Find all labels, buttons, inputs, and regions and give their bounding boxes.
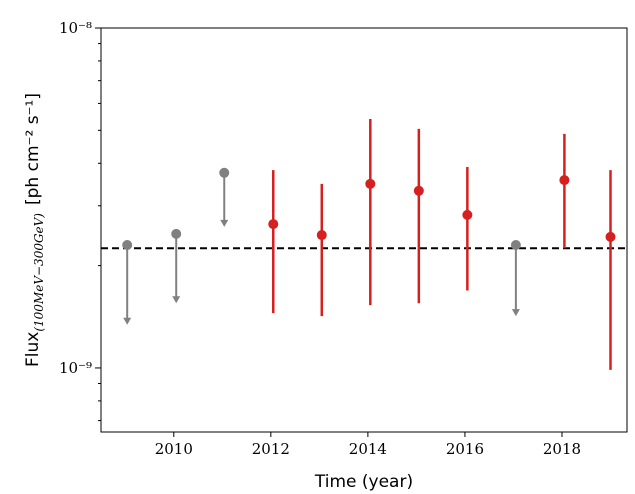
detection-point [365,178,376,189]
y-label-main: Flux [23,332,43,367]
upper-limit-point [171,228,182,239]
detection-point [462,209,473,220]
upper-limit-point [122,239,133,250]
y-tick-label: 10⁻⁸ [59,19,92,37]
upper-limit-arrowhead [123,317,132,325]
detection-point [605,231,616,242]
x-tick-label: 2012 [252,440,290,458]
upper-limit-point [219,167,230,178]
detection-point [559,175,570,186]
plot-frame [100,27,628,433]
detection-point [413,185,424,196]
detection-point [268,219,279,230]
detection-point [316,230,327,241]
x-tick-label: 2014 [349,440,387,458]
y-label-unit: [ph cm⁻² s⁻¹] [23,93,43,205]
upper-limit-arrowhead [172,296,181,304]
y-label-subscript: (100MeV−300GeV) [32,213,46,332]
upper-limit-arrowhead [511,309,520,317]
y-axis-label: Flux(100MeV−300GeV) [ph cm⁻² s⁻¹] [23,93,46,367]
x-tick-label: 2018 [543,440,581,458]
y-axis-label-group: Flux(100MeV−300GeV) [ph cm⁻² s⁻¹] [23,93,46,367]
x-tick-label: 2010 [155,440,193,458]
x-tick-label: 2016 [446,440,484,458]
x-axis-label: Time (year) [314,472,413,492]
upper-limit-arrowhead [220,219,229,227]
y-tick-label: 10⁻⁹ [59,359,92,377]
upper-limit-point [510,239,521,250]
